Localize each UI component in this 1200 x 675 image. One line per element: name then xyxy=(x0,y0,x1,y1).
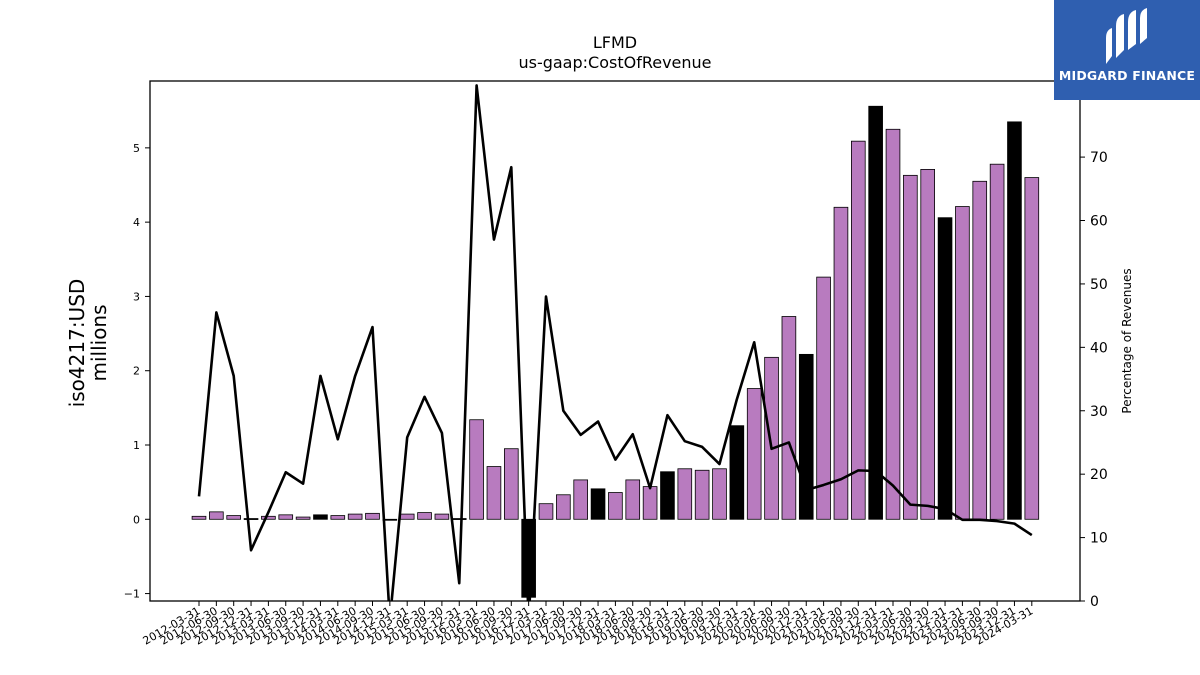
bar-2013-03-31 xyxy=(261,515,276,520)
bar-2015-12-31 xyxy=(451,518,467,520)
y2-tick-label: 70 xyxy=(1090,150,1108,166)
bar-2022-06-30 xyxy=(903,174,918,520)
bar-2013-09-30 xyxy=(295,516,311,520)
series-line-percentage xyxy=(197,84,1033,601)
bar-2017-12-31 xyxy=(590,488,606,520)
y2-tick-label: 0 xyxy=(1090,594,1099,610)
bar-2016-03-31 xyxy=(469,419,484,520)
y-axis-label-line: millions xyxy=(87,304,111,381)
y2-tick-label: 30 xyxy=(1090,404,1108,420)
bar-2023-03-31 xyxy=(955,206,970,520)
y-axis-label-line: iso4217:USD xyxy=(65,279,89,408)
y-tick-label: 3 xyxy=(133,290,140,303)
y2-tick-label: 20 xyxy=(1090,467,1108,483)
bar-2020-03-31 xyxy=(746,388,762,520)
bar-2018-09-30 xyxy=(642,486,658,520)
bar-2020-06-30 xyxy=(764,356,779,520)
y2-tick-label: 40 xyxy=(1090,340,1108,356)
bar-2014-03-31 xyxy=(330,515,346,520)
bar-2016-09-30 xyxy=(503,448,519,520)
bar-2024-03-31 xyxy=(1024,177,1040,520)
bar-2019-03-31 xyxy=(677,468,693,520)
chart-title: LFMD xyxy=(593,33,637,52)
y2-axis-label: Percentage of Revenues xyxy=(1120,268,1134,413)
bar-2013-12-31 xyxy=(313,514,328,520)
bar-2020-09-30 xyxy=(781,316,797,520)
bar-2021-03-31 xyxy=(816,276,831,520)
chart-subtitle: us-gaap:CostOfRevenue xyxy=(518,53,711,72)
bar-2012-09-30 xyxy=(226,515,242,520)
y-tick-label: 2 xyxy=(133,365,140,378)
y-tick-label: 1 xyxy=(133,439,140,452)
bar-2019-12-31 xyxy=(729,425,745,520)
bar-2015-03-31 xyxy=(399,513,415,520)
plot-area: −1012345010203040506070802012-03-312012-… xyxy=(65,80,1134,648)
bar-2017-09-30 xyxy=(573,479,588,520)
y-tick-label: 4 xyxy=(133,216,140,229)
bar-2022-09-30 xyxy=(920,168,935,520)
y2-tick-label: 50 xyxy=(1090,277,1108,293)
y2-tick-label: 60 xyxy=(1090,214,1108,230)
bar-2023-06-30 xyxy=(972,180,988,520)
bar-2019-06-30 xyxy=(694,469,710,520)
bar-2020-12-31 xyxy=(798,353,814,520)
midgard-logo-icon xyxy=(1106,8,1147,64)
bar-2012-12-31 xyxy=(243,518,259,520)
bar-2018-03-31 xyxy=(608,492,623,520)
bar-2017-03-31 xyxy=(538,503,554,520)
bar-2022-03-31 xyxy=(885,128,901,520)
bar-2013-06-30 xyxy=(278,514,294,520)
bar-2015-06-30 xyxy=(417,512,432,520)
bar-2018-06-30 xyxy=(625,479,641,520)
bar-2014-06-30 xyxy=(347,513,363,520)
bar-2023-12-31 xyxy=(1007,121,1022,520)
y-tick-label: −1 xyxy=(124,588,140,601)
bar-2021-09-30 xyxy=(851,140,866,520)
bar-2018-12-31 xyxy=(660,471,675,520)
y-tick-label: 5 xyxy=(133,142,140,155)
bar-2015-09-30 xyxy=(434,513,450,520)
bar-2012-03-31 xyxy=(191,515,207,520)
bar-2016-06-30 xyxy=(486,466,502,520)
bar-2014-09-30 xyxy=(365,512,380,520)
y-tick-label: 0 xyxy=(133,513,140,526)
y-axis-label: iso4217:USDmillions xyxy=(65,279,111,408)
bar-2017-06-30 xyxy=(556,494,571,520)
bar-2022-12-31 xyxy=(937,217,953,520)
logo-brand-text: MIDGARD FINANCE xyxy=(1058,68,1196,83)
y2-tick-label: 10 xyxy=(1090,531,1108,547)
bar-2021-12-31 xyxy=(868,105,883,520)
bar-2023-09-30 xyxy=(989,163,1005,520)
bar-2021-06-30 xyxy=(833,206,849,520)
midgard-finance-logo: MIDGARD FINANCE xyxy=(1054,0,1200,100)
bar-2012-06-30 xyxy=(209,511,224,520)
bar-2019-09-30 xyxy=(712,468,727,520)
